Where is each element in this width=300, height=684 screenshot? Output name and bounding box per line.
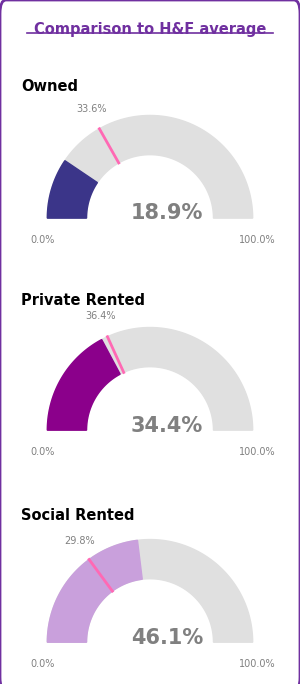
Text: Social Rented: Social Rented [21, 508, 134, 523]
Text: 100.0%: 100.0% [239, 235, 276, 245]
Text: 36.4%: 36.4% [85, 311, 116, 321]
Text: 0.0%: 0.0% [31, 447, 55, 457]
Text: 100.0%: 100.0% [239, 659, 276, 669]
Polygon shape [47, 161, 98, 218]
Text: Private Rented: Private Rented [21, 293, 145, 308]
Text: 18.9%: 18.9% [130, 203, 203, 224]
Text: 0.0%: 0.0% [31, 659, 55, 669]
Text: 33.6%: 33.6% [76, 104, 106, 114]
Text: 100.0%: 100.0% [239, 447, 276, 457]
Text: Owned: Owned [21, 79, 78, 94]
Polygon shape [47, 540, 253, 642]
Text: 29.8%: 29.8% [64, 536, 94, 546]
Text: 46.1%: 46.1% [131, 627, 203, 648]
Polygon shape [47, 116, 253, 218]
Text: 34.4%: 34.4% [131, 415, 203, 436]
Text: Comparison to H&F average: Comparison to H&F average [34, 22, 266, 37]
Text: 0.0%: 0.0% [31, 235, 55, 245]
Polygon shape [47, 339, 120, 430]
Polygon shape [47, 540, 142, 642]
Polygon shape [47, 328, 253, 430]
